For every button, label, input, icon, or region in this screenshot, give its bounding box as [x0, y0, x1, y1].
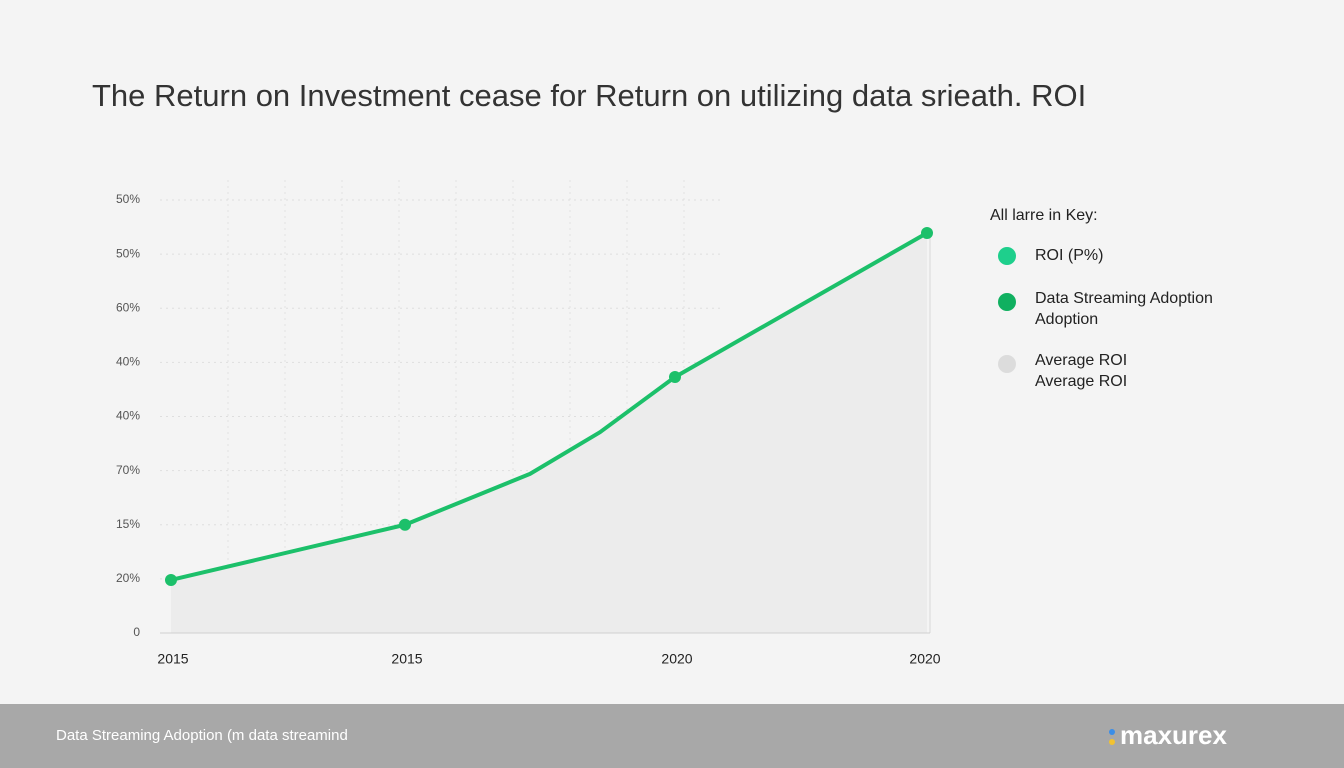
y-tick-label: 0	[133, 625, 140, 639]
y-tick-label: 50%	[116, 246, 140, 260]
point	[921, 227, 933, 240]
y-tick-label: 70%	[116, 463, 140, 477]
legend-label: Average ROI	[1035, 373, 1127, 390]
y-tick-label: 40%	[116, 409, 140, 423]
chart-title: The Return on Investment cease for Retur…	[92, 78, 1086, 113]
area	[171, 233, 927, 634]
legend-label: Data Streaming Adoption	[1035, 290, 1213, 307]
x-tick-label: 2015	[157, 651, 188, 667]
legend-swatch	[998, 355, 1016, 373]
brand-icon	[1109, 739, 1115, 745]
plot: 0 20% 15% 70% 40% 40% 60% 50% 50% 2015 2015 2020 202…	[116, 180, 941, 667]
y-tick-label: 20%	[116, 571, 140, 585]
legend-label: Average ROI	[1035, 352, 1127, 369]
y-tick-label: 60%	[116, 300, 140, 314]
x-tick-label: 2015	[391, 651, 422, 667]
point	[399, 518, 411, 531]
legend-swatch	[998, 293, 1016, 311]
point	[165, 573, 177, 586]
footer-caption: Data Streaming Adoption (m data streamin…	[56, 727, 348, 744]
legend-title: All larre in Key:	[990, 207, 1098, 224]
y-tick-label: 40%	[116, 355, 140, 369]
legend-swatch	[998, 247, 1016, 265]
x-tick-label: 2020	[909, 651, 940, 667]
point	[669, 370, 681, 383]
x-tick-label: 2020	[661, 651, 692, 667]
line	[170, 231, 928, 582]
legend-label: ROI (P%)	[1035, 247, 1103, 264]
y-tick-label: 50%	[116, 192, 140, 206]
y-tick-label: 15%	[116, 517, 140, 531]
legend: All larre in Key: ROI (P%) Data Streaming …	[990, 207, 1213, 390]
legend-label: Adoption	[1035, 311, 1098, 328]
brand: maxurex	[1120, 720, 1227, 750]
footer-bar	[0, 704, 1344, 768]
brand-icon	[1109, 729, 1115, 735]
